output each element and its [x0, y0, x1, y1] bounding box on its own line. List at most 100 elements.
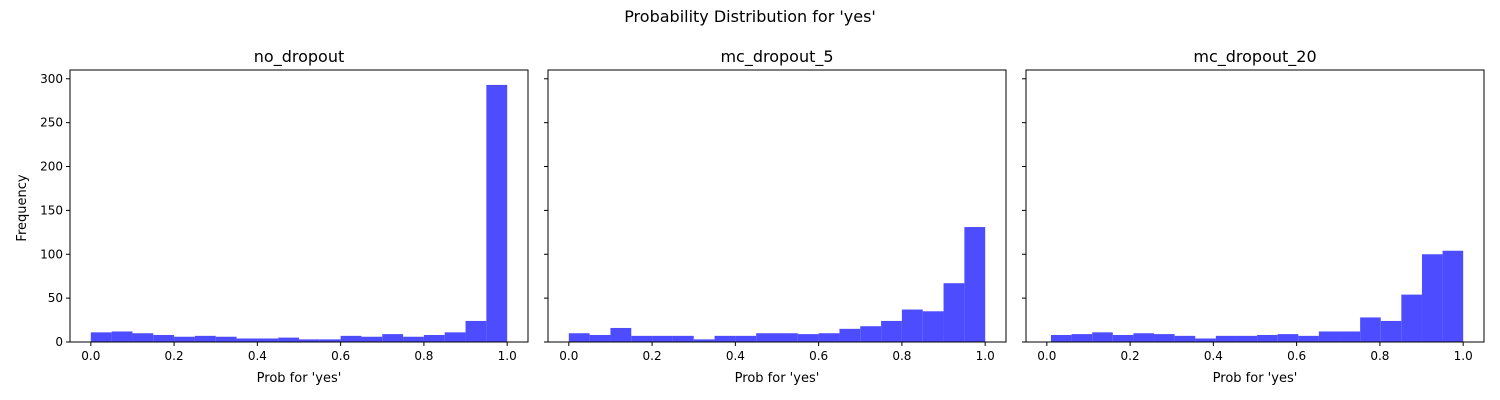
- histogram-bar: [1215, 335, 1237, 342]
- histogram-bar: [860, 326, 882, 342]
- axes-frame: [69, 69, 529, 343]
- histogram-bar: [194, 335, 216, 342]
- histogram-bar: [652, 335, 673, 342]
- histogram-bar: [693, 339, 715, 342]
- figure-suptitle: Probability Distribution for 'yes': [624, 7, 876, 26]
- histogram-bar: [714, 335, 736, 342]
- subplot-panels: no_dropout 0.0 0.2 0.4 0.6 0.8 1.0 Prob for 'ye…: [40, 47, 1485, 386]
- x-axis-label: Prob for 'yes': [735, 371, 820, 386]
- x-tick-label: 0.2: [165, 349, 184, 363]
- x-tick-label: 0.8: [1370, 349, 1389, 363]
- histogram-bar: [174, 336, 195, 342]
- x-tick-label: 0.0: [1037, 349, 1056, 363]
- subplot-title: mc_dropout_20: [1193, 47, 1316, 67]
- histogram-bar: [1277, 334, 1299, 342]
- histogram-bar: [1112, 334, 1134, 342]
- histogram-bar: [964, 227, 986, 342]
- histogram-bar: [486, 84, 508, 343]
- y-tick-label: 250: [40, 116, 63, 130]
- x-tick-label: 1.0: [1454, 349, 1473, 363]
- histogram-bar: [132, 333, 154, 342]
- histogram-bar: [1318, 331, 1340, 342]
- x-tick-label: 0.6: [1287, 349, 1306, 363]
- histogram-bar: [361, 336, 383, 342]
- histogram-bar: [403, 336, 424, 342]
- subplot-no_dropout: no_dropout 0.0 0.2 0.4 0.6 0.8 1.0 Prob for 'ye…: [40, 47, 529, 386]
- histogram-bar: [672, 335, 694, 342]
- x-tick-label: 0.0: [559, 349, 578, 363]
- histogram-bar: [382, 334, 404, 342]
- axes-frame: [547, 69, 1007, 343]
- histogram-bar: [111, 331, 133, 342]
- histogram-bar: [1154, 334, 1175, 342]
- histogram-bar: [881, 320, 902, 342]
- y-tick-label: 0: [55, 335, 63, 349]
- y-tick-label: 100: [40, 247, 63, 261]
- histogram-bar: [423, 334, 445, 342]
- histogram-bar: [1071, 334, 1093, 342]
- x-tick-label: 0.4: [726, 349, 745, 363]
- histogram-bar: [299, 339, 320, 342]
- x-tick-label: 1.0: [498, 349, 517, 363]
- histogram-bar: [631, 335, 653, 342]
- histogram-bar: [257, 338, 279, 342]
- x-tick-label: 0.8: [414, 349, 433, 363]
- x-tick-label: 0.8: [892, 349, 911, 363]
- x-tick-label: 1.0: [976, 349, 995, 363]
- histogram-bar: [340, 335, 362, 342]
- histogram-bar: [1401, 294, 1422, 342]
- histogram-bar: [610, 327, 632, 342]
- histogram-bar: [444, 332, 466, 342]
- histogram-bar: [777, 333, 798, 342]
- x-tick-label: 0.4: [248, 349, 267, 363]
- histogram-bar: [735, 335, 757, 342]
- histogram-bar: [1421, 254, 1443, 342]
- histogram-bar: [818, 333, 840, 342]
- histogram-bar: [756, 333, 777, 342]
- axes-frame: [1025, 69, 1485, 343]
- histogram-bar: [215, 336, 237, 342]
- histogram-bar: [153, 334, 175, 342]
- histogram-bar: [1050, 334, 1072, 342]
- histogram-bar: [589, 334, 611, 342]
- x-tick-label: 0.6: [809, 349, 828, 363]
- histogram-bar: [943, 283, 965, 342]
- y-tick-label: 150: [40, 203, 63, 217]
- histogram-bar: [1092, 332, 1113, 342]
- histogram-bar: [236, 338, 258, 342]
- y-tick-label: 50: [48, 291, 63, 305]
- x-tick-label: 0.2: [1121, 349, 1140, 363]
- x-tick-label: 0.4: [1204, 349, 1223, 363]
- histogram-bar: [1339, 331, 1361, 342]
- x-tick-label: 0.0: [81, 349, 100, 363]
- subplot-title: no_dropout: [254, 47, 344, 67]
- x-axis-label: Prob for 'yes': [1213, 371, 1298, 386]
- y-tick-label: 300: [40, 72, 63, 86]
- histogram-bar: [1442, 250, 1464, 342]
- histogram-bar: [1195, 338, 1216, 342]
- shared-y-axis-label: Frequency: [15, 174, 30, 241]
- histogram-bar: [278, 337, 299, 342]
- histogram-bar: [90, 332, 112, 342]
- histogram-bar: [1236, 335, 1258, 342]
- histogram-bar: [1380, 320, 1402, 342]
- histogram-bar: [465, 320, 487, 342]
- histogram-bar: [1360, 317, 1381, 342]
- subplot-mc_dropout_5: mc_dropout_5 0.0 0.2 0.4 0.6 0.8 1.0 Prob for '…: [544, 47, 1007, 386]
- histogram-bar: [839, 328, 861, 342]
- histogram-bar: [797, 334, 819, 342]
- x-tick-label: 0.2: [643, 349, 662, 363]
- subplot-title: mc_dropout_5: [720, 47, 833, 67]
- histogram-bar: [1133, 333, 1155, 342]
- subplot-mc_dropout_20: mc_dropout_20 0.0 0.2 0.4 0.6 0.8 1.0 Prob for …: [1022, 47, 1485, 386]
- histogram-bar: [568, 333, 590, 342]
- histogram-bar: [1257, 334, 1278, 342]
- histogram-bar: [901, 309, 923, 342]
- histogram-bar: [1174, 335, 1196, 342]
- histogram-bar: [1298, 335, 1319, 342]
- y-tick-label: 200: [40, 160, 63, 174]
- x-axis-label: Prob for 'yes': [257, 371, 342, 386]
- x-tick-label: 0.6: [331, 349, 350, 363]
